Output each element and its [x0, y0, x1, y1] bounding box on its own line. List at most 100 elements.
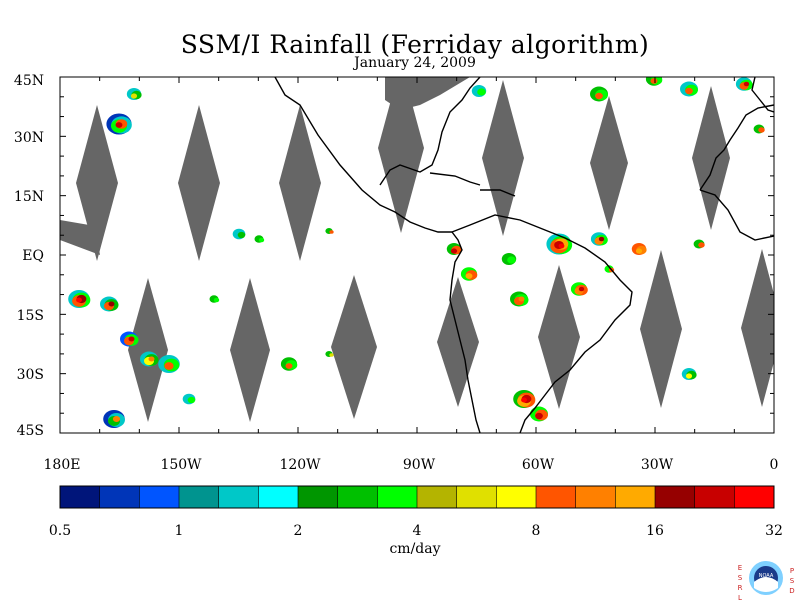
colorbar-label-0-5: 0.5	[48, 523, 72, 539]
lon-label-180e: 180E	[43, 457, 81, 473]
colorbar-swatch	[298, 486, 339, 508]
rain-patch	[743, 81, 750, 87]
lat-label-30s: 30S	[16, 367, 44, 383]
colorbar	[59, 485, 775, 509]
colorbar-swatch	[179, 486, 220, 508]
lon-label-60w: 60W	[521, 457, 555, 473]
no-data-swath	[482, 80, 524, 236]
coastline	[429, 172, 481, 186]
lat-label-45s: 45S	[16, 423, 44, 439]
rain-patch	[578, 286, 585, 292]
rain-patch	[758, 127, 765, 133]
lon-label-0: 0	[769, 457, 779, 473]
no-data-swath	[128, 278, 168, 422]
colorbar-swatch	[139, 486, 180, 508]
no-data-swath	[590, 96, 628, 230]
no-data-swath	[331, 275, 377, 419]
map-title: SSM/I Rainfall (Ferriday algorithm)	[180, 30, 650, 59]
no-data-swath	[437, 277, 479, 407]
rain-patch	[108, 301, 115, 307]
no-data-swath	[230, 278, 270, 422]
coastline	[379, 77, 481, 186]
colorbar-label-4: 4	[412, 523, 422, 539]
no-data-swath	[279, 105, 321, 261]
rain-patch	[115, 122, 123, 128]
rain-patch	[285, 363, 293, 369]
lon-label-120w: 120W	[279, 457, 321, 473]
no-data-swath	[60, 220, 100, 255]
colorbar-unit: cm/day	[389, 541, 441, 557]
rain-patch	[558, 243, 565, 249]
coastline	[699, 189, 774, 241]
lon-label-150w: 150W	[160, 457, 202, 473]
rain-patch	[130, 93, 138, 99]
colorbar-swatch	[694, 486, 735, 508]
colorbar-swatch	[377, 486, 418, 508]
rain-patch	[128, 336, 135, 342]
rain-patch	[535, 412, 543, 420]
lon-label-30w: 30W	[640, 457, 674, 473]
rain-patch	[213, 297, 220, 303]
colorbar-swatch	[417, 486, 458, 508]
no-data-swath	[378, 77, 424, 233]
rain-patch	[329, 353, 334, 357]
rain-patch	[76, 297, 82, 303]
colorbar-label-16: 16	[646, 523, 664, 539]
colorbar-swatch	[536, 486, 577, 508]
colorbar-swatch	[575, 486, 616, 508]
noaa-logo-text: NOAA	[758, 573, 774, 579]
rain-patch	[698, 242, 705, 248]
colorbar-swatch	[60, 486, 101, 508]
rain-patch	[650, 78, 658, 84]
rain-patch	[258, 237, 265, 243]
colorbar-swatch	[496, 486, 537, 508]
coastline	[480, 189, 516, 197]
coastline	[699, 104, 774, 191]
rain-patch	[521, 397, 527, 403]
colorbar-swatch	[258, 486, 299, 508]
colorbar-swatch	[337, 486, 378, 508]
colorbar-label-32: 32	[765, 523, 783, 539]
colorbar-swatch	[615, 486, 656, 508]
no-data-swath	[741, 249, 774, 407]
coastlines	[274, 77, 774, 433]
lat-label-15s: 15S	[16, 308, 44, 324]
noaa-emblem-icon	[749, 561, 783, 595]
no-data-swath	[538, 265, 580, 409]
rain-patch	[518, 296, 525, 302]
coastline	[274, 77, 452, 233]
lon-label-90w: 90W	[402, 457, 436, 473]
coastline	[449, 231, 481, 433]
lat-label-eq: EQ	[22, 248, 44, 264]
rain-patch	[237, 231, 246, 239]
map-ticks	[59, 76, 775, 434]
no-data-swath	[178, 105, 220, 261]
map-date: January 24, 2009	[354, 55, 476, 71]
rain-patches	[68, 77, 765, 428]
rain-patch	[635, 248, 643, 254]
colorbar-label-2: 2	[293, 523, 303, 539]
colorbar-swatch	[99, 486, 140, 508]
lat-label-30n: 30N	[13, 130, 44, 146]
rain-patch	[595, 92, 603, 100]
colorbar-swatch	[655, 486, 696, 508]
no-data-swath	[76, 105, 118, 261]
coastline	[451, 214, 633, 433]
rain-patch	[598, 236, 605, 242]
colorbar-swatch	[218, 486, 259, 508]
colorbar-label-1: 1	[174, 523, 184, 539]
no-data-swath	[692, 86, 730, 230]
rain-patch	[507, 256, 516, 264]
no-data-swath	[385, 77, 470, 110]
rain-patch	[465, 273, 473, 279]
rain-patch	[187, 396, 196, 404]
rain-patch	[112, 416, 121, 422]
rain-patch	[685, 373, 693, 379]
colorbar-label-8: 8	[531, 523, 541, 539]
lat-label-15n: 15N	[13, 189, 44, 205]
rain-patch	[477, 88, 486, 96]
rain-patch	[164, 362, 174, 370]
rain-patch	[329, 230, 334, 234]
